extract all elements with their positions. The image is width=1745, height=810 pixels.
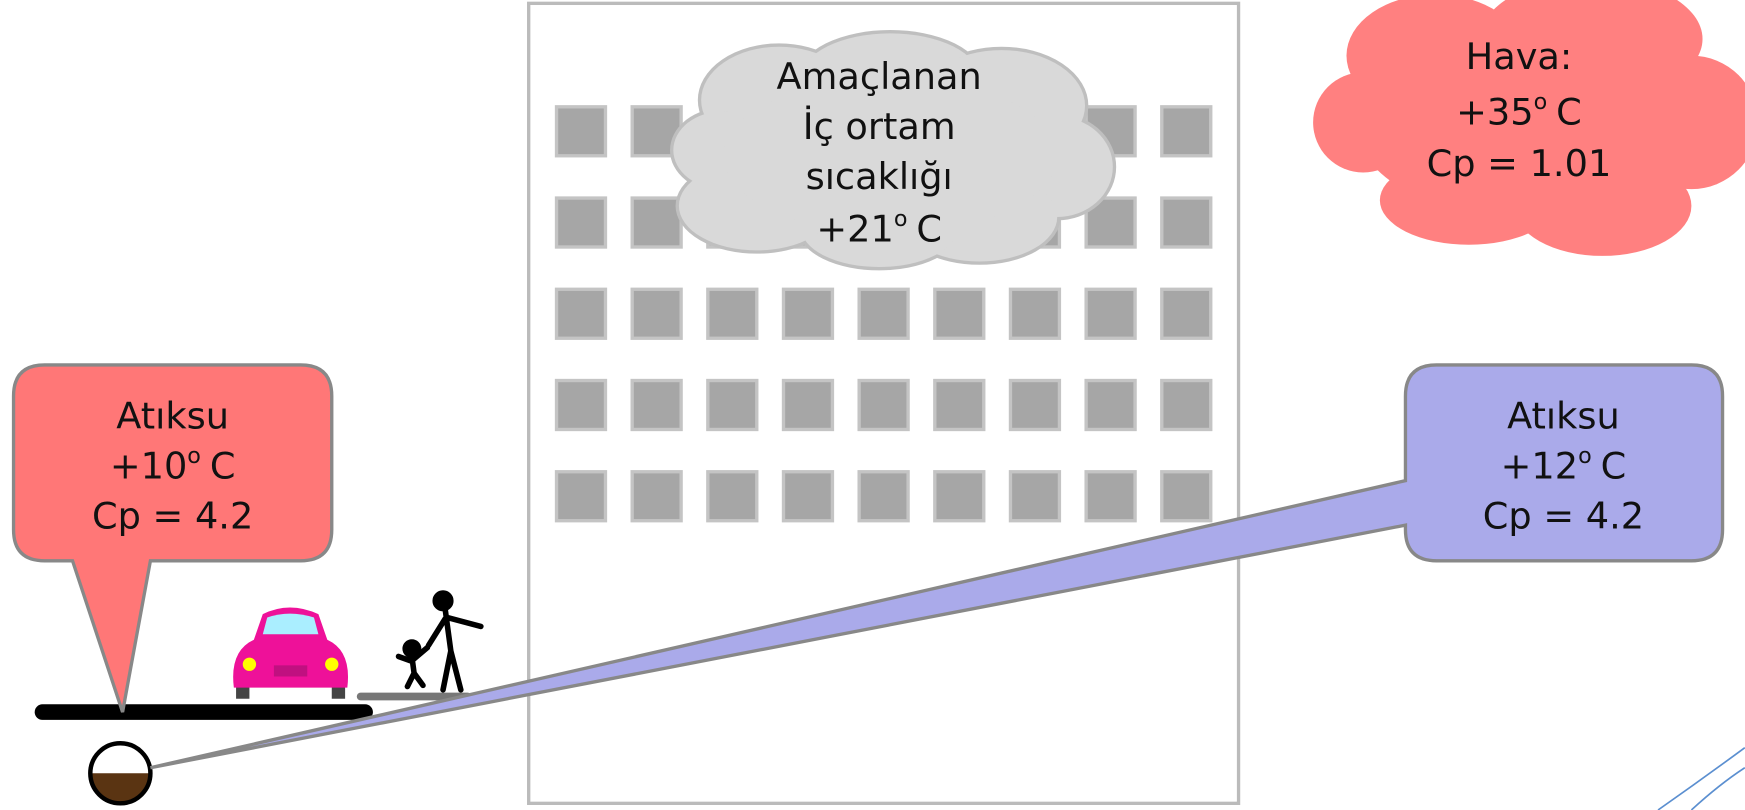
window <box>781 378 835 432</box>
window <box>706 378 759 432</box>
window <box>857 287 910 340</box>
cloud-line: Amaçlanan <box>777 55 982 98</box>
window <box>781 470 835 523</box>
window <box>1160 105 1213 158</box>
cloud-temp: +21o C <box>816 206 942 251</box>
window <box>630 196 683 249</box>
window <box>554 105 608 158</box>
callout-temp: +10o C <box>110 443 236 488</box>
callout-temp: +12o C <box>1501 443 1627 488</box>
right-callout: Atıksu +12o C Cp = 4.2 <box>150 363 1725 770</box>
window <box>1160 287 1213 340</box>
callout-cp: Cp = 4.2 <box>1483 495 1644 538</box>
window <box>1008 470 1062 523</box>
building-cloud: Amaçlanan İç ortam sıcaklığı +21o C <box>670 30 1117 271</box>
window <box>933 287 986 340</box>
window <box>1008 378 1062 432</box>
window <box>1008 287 1062 340</box>
left-callout: Atıksu +10o C Cp = 4.2 <box>11 363 334 713</box>
window <box>706 287 759 340</box>
air-temp: +35o C <box>1456 89 1582 134</box>
callout-cp: Cp = 4.2 <box>92 495 253 538</box>
window <box>630 287 683 340</box>
window <box>933 470 986 523</box>
window <box>554 470 608 523</box>
corner-decoration <box>1657 747 1745 810</box>
air-label: Hava: <box>1466 35 1573 78</box>
window <box>857 378 910 432</box>
window <box>554 196 608 249</box>
window <box>554 287 608 340</box>
manhole <box>88 741 153 806</box>
cloud-line: İç ortam <box>803 105 956 148</box>
window <box>1160 196 1213 249</box>
window <box>706 470 759 523</box>
window <box>933 378 986 432</box>
cloud-line: sıcaklığı <box>806 155 953 198</box>
window <box>630 470 683 523</box>
air-cloud: Hava: +35o C Cp = 1.01 <box>1313 0 1745 256</box>
window <box>1084 470 1137 523</box>
window <box>554 378 608 432</box>
callout-label: Atıksu <box>116 394 229 437</box>
window <box>857 470 910 523</box>
window <box>630 378 683 432</box>
callout-label: Atıksu <box>1507 394 1620 437</box>
people <box>395 590 484 693</box>
car <box>233 607 349 699</box>
window <box>1160 470 1213 523</box>
window <box>1084 378 1137 432</box>
air-cp: Cp = 1.01 <box>1427 142 1612 185</box>
window <box>781 287 835 340</box>
window <box>1160 378 1213 432</box>
window <box>1084 287 1137 340</box>
